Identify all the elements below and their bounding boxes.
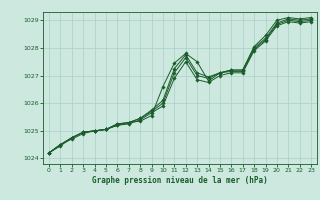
X-axis label: Graphe pression niveau de la mer (hPa): Graphe pression niveau de la mer (hPa) [92,176,268,185]
